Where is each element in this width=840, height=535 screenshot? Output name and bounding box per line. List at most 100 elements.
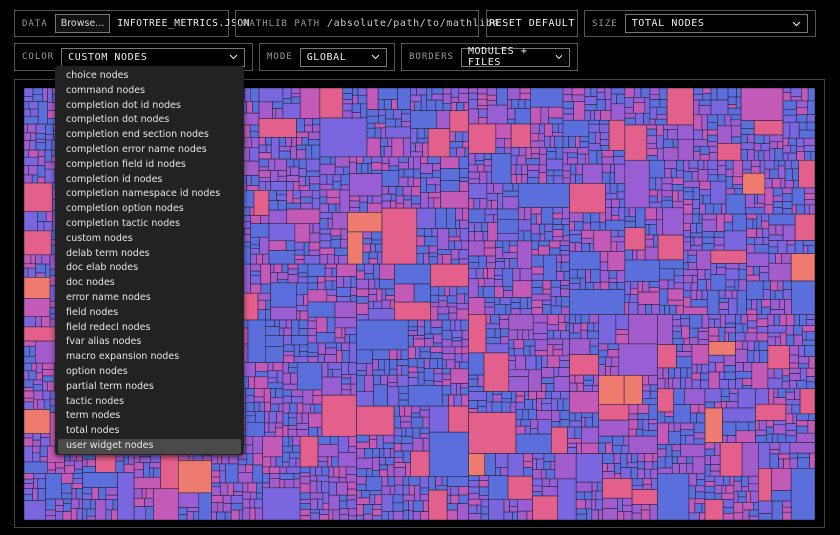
dropdown-option[interactable]: fvar alias nodes bbox=[66, 336, 142, 348]
path-input[interactable]: /absolute/path/to/mathlib4 bbox=[327, 18, 500, 29]
treemap-cell bbox=[791, 204, 797, 215]
treemap-cell bbox=[589, 345, 600, 355]
treemap-cell bbox=[548, 117, 564, 125]
treemap-cell bbox=[599, 139, 610, 146]
treemap-cell bbox=[618, 207, 626, 221]
treemap-cell bbox=[741, 486, 749, 492]
treemap-cell bbox=[593, 374, 600, 386]
treemap-cell bbox=[485, 323, 500, 330]
treemap-cell bbox=[476, 504, 482, 514]
dropdown-option[interactable]: completion error name nodes bbox=[66, 143, 207, 155]
treemap-cell bbox=[538, 240, 550, 247]
treemap-cell bbox=[725, 168, 734, 178]
treemap-cell bbox=[657, 422, 669, 445]
treemap-cell bbox=[699, 154, 710, 161]
treemap-cell bbox=[270, 137, 280, 160]
treemap-cell bbox=[733, 502, 744, 513]
dropdown-option[interactable]: field redecl nodes bbox=[66, 321, 151, 333]
treemap-cell bbox=[295, 457, 301, 468]
treemap-cell bbox=[330, 235, 342, 240]
dropdown-option[interactable]: doc nodes bbox=[66, 277, 115, 289]
treemap-cell bbox=[730, 114, 742, 121]
treemap-cell bbox=[516, 240, 533, 269]
treemap-cell bbox=[255, 411, 265, 423]
treemap-cell bbox=[361, 490, 371, 499]
treemap-cell bbox=[718, 309, 729, 315]
treemap-cell bbox=[297, 272, 309, 278]
treemap-cell bbox=[622, 504, 633, 512]
treemap-cell bbox=[24, 390, 35, 399]
treemap-cell bbox=[644, 234, 654, 240]
reset-button[interactable]: RESET DEFAULT bbox=[486, 10, 578, 37]
treemap-cell bbox=[326, 289, 337, 296]
dropdown-option[interactable]: completion namespace id nodes bbox=[66, 188, 221, 200]
treemap-cell bbox=[255, 492, 263, 500]
treemap-cell bbox=[701, 503, 706, 514]
size-select[interactable]: TOTAL NODES bbox=[624, 14, 808, 33]
dropdown-option[interactable]: completion dot nodes bbox=[66, 114, 170, 126]
dropdown-option[interactable]: completion dot id nodes bbox=[66, 99, 181, 111]
treemap-cell bbox=[785, 314, 795, 326]
treemap-cell bbox=[111, 509, 118, 520]
treemap-cell bbox=[416, 128, 426, 139]
dropdown-option[interactable]: command nodes bbox=[66, 84, 146, 96]
dropdown-option[interactable]: delab term nodes bbox=[66, 247, 150, 259]
treemap-cell bbox=[211, 482, 221, 488]
dropdown-option[interactable]: term nodes bbox=[66, 410, 121, 422]
treemap-cell bbox=[376, 434, 384, 449]
dropdown-option[interactable]: option nodes bbox=[66, 365, 128, 377]
treemap-cell bbox=[477, 278, 485, 287]
treemap-cell bbox=[351, 112, 362, 119]
treemap-cell bbox=[701, 231, 715, 238]
treemap-cell bbox=[350, 276, 357, 288]
treemap-cell bbox=[491, 401, 503, 413]
treemap-cell bbox=[646, 143, 657, 149]
dropdown-option[interactable]: completion option nodes bbox=[66, 203, 184, 215]
treemap-cell bbox=[433, 197, 441, 209]
treemap-cell bbox=[419, 405, 430, 411]
dropdown-option[interactable]: user widget nodes bbox=[58, 438, 241, 454]
treemap-cell bbox=[569, 314, 576, 324]
dropdown-option[interactable]: completion id nodes bbox=[66, 173, 163, 185]
treemap-cell bbox=[32, 488, 39, 501]
browse-button[interactable]: Browse... bbox=[54, 14, 111, 33]
treemap-cell bbox=[626, 462, 639, 468]
dropdown-option[interactable]: total nodes bbox=[66, 425, 120, 437]
treemap-cell bbox=[468, 240, 485, 257]
treemap-cell bbox=[216, 511, 226, 520]
treemap-cell bbox=[282, 425, 289, 437]
dropdown-option[interactable]: field nodes bbox=[66, 306, 119, 318]
treemap-cell bbox=[319, 196, 328, 205]
dropdown-option[interactable]: partial term nodes bbox=[66, 380, 154, 392]
treemap-cell bbox=[298, 168, 307, 178]
dropdown-option[interactable]: completion end section nodes bbox=[66, 129, 209, 141]
treemap-cell bbox=[754, 244, 770, 254]
dropdown-option[interactable]: custom nodes bbox=[66, 232, 133, 244]
treemap-cell bbox=[510, 297, 521, 303]
treemap-cell bbox=[294, 249, 305, 256]
treemap-cell bbox=[598, 419, 630, 437]
treemap-cell bbox=[487, 222, 498, 242]
treemap-cell bbox=[539, 147, 547, 155]
dropdown-option[interactable]: doc elab nodes bbox=[66, 262, 139, 274]
dropdown-option[interactable]: error name nodes bbox=[66, 291, 151, 303]
treemap-cell bbox=[363, 513, 373, 520]
treemap-cell bbox=[753, 143, 762, 152]
borders-select[interactable]: MODULES + FILES bbox=[460, 46, 570, 68]
dropdown-option[interactable]: tactic nodes bbox=[66, 395, 125, 407]
treemap-cell bbox=[356, 405, 395, 436]
treemap-cell bbox=[690, 282, 698, 291]
treemap-cell bbox=[777, 280, 784, 292]
color-select[interactable]: CUSTOM NODES bbox=[61, 47, 245, 67]
mode-select[interactable]: GLOBAL bbox=[299, 47, 387, 67]
treemap-cell bbox=[279, 473, 295, 480]
treemap-cell bbox=[356, 441, 370, 449]
dropdown-option[interactable]: choice nodes bbox=[66, 70, 129, 81]
treemap-cell bbox=[773, 424, 787, 435]
treemap-cell bbox=[576, 382, 585, 392]
dropdown-option[interactable]: completion field id nodes bbox=[66, 158, 186, 170]
treemap-cell bbox=[348, 508, 357, 517]
treemap-cell bbox=[584, 88, 592, 97]
dropdown-option[interactable]: macro expansion nodes bbox=[66, 351, 180, 363]
dropdown-option[interactable]: completion tactic nodes bbox=[66, 217, 181, 229]
